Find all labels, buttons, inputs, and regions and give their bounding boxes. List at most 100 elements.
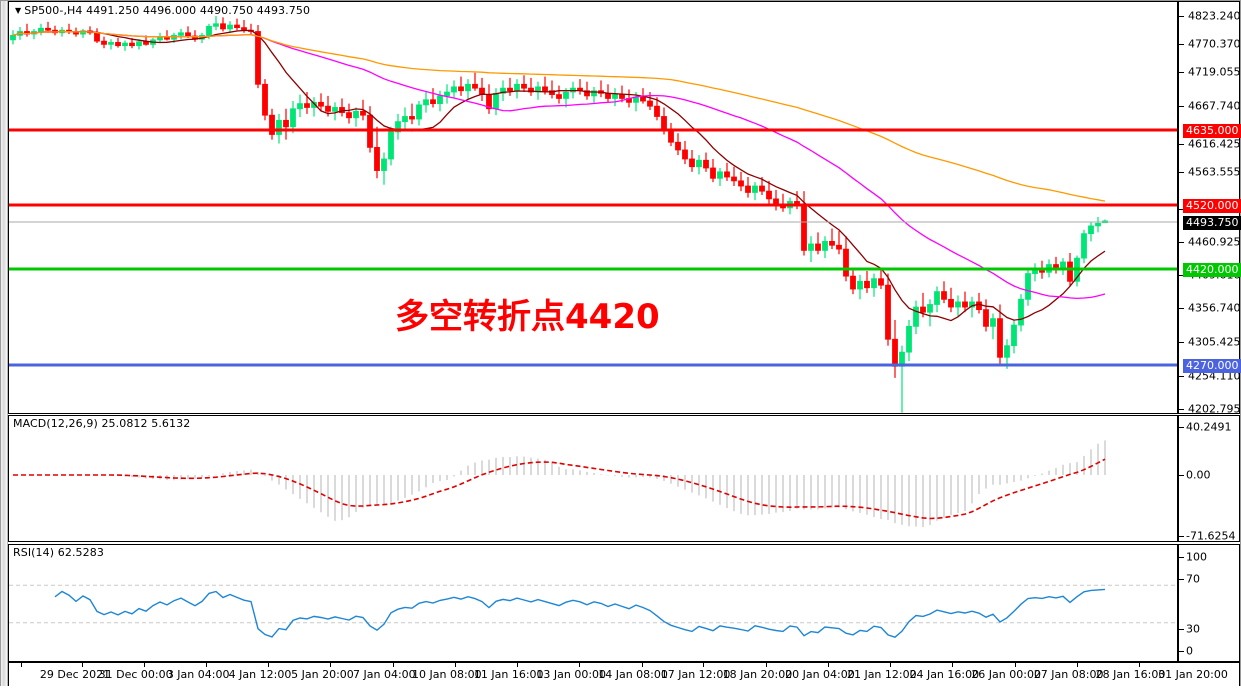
rsi-svg (9, 584, 1177, 638)
vertical-scrollbar[interactable] (1, 1, 8, 688)
price-tickmark (1179, 16, 1184, 17)
time-axis-label: 18 Jan 20:00 (722, 668, 793, 681)
macd-axis[interactable]: 40.2491 0.00 -71.6254 (1178, 415, 1240, 542)
price-tickmark (1179, 144, 1184, 145)
time-tick-separator (454, 663, 456, 667)
price-tick-label: 4667.740 (1188, 99, 1241, 113)
price-tickmark (1179, 106, 1184, 107)
price-level-chip[interactable]: 4270.000 (1183, 359, 1241, 373)
window-footer (0, 686, 1241, 689)
price-level-chip[interactable]: 4635.000 (1183, 124, 1241, 138)
rsi-tick-label: 0 (1186, 644, 1193, 658)
time-axis-label: 21 Jan 12:00 (846, 668, 917, 681)
rsi-tick-label: 100 (1186, 550, 1207, 564)
macd-tick-label: 0.00 (1186, 468, 1211, 482)
rsi-tick-label: 70 (1186, 572, 1200, 586)
macd-pane[interactable]: MACD(12,26,9) 25.0812 5.6132 (8, 415, 1178, 542)
time-tick-separator (392, 663, 394, 667)
time-axis-label: 14 Jan 08:00 (598, 668, 668, 681)
rsi-tickmark (1179, 629, 1184, 630)
macd-tickmark (1179, 536, 1184, 537)
time-axis-label: 4 Jan 12:00 (228, 668, 292, 681)
time-axis-label: 26 Jan 00:00 (971, 668, 1041, 681)
price-tick-label: 4254.110 (1188, 369, 1241, 383)
rsi-tickmark (1179, 579, 1184, 580)
time-tick-separator (268, 663, 270, 667)
time-tick-separator (81, 663, 83, 667)
macd-svg (13, 440, 1106, 527)
price-tick-label: 4616.425 (1188, 137, 1241, 151)
time-axis[interactable]: 29 Dec 2021 31 Dec 00:00 3 Jan 04:00 4 Jan … (8, 662, 1240, 688)
rsi-tickmark (1179, 557, 1184, 558)
chevron-down-icon[interactable]: ▼ (15, 6, 22, 15)
time-tick-separator (579, 663, 581, 667)
time-axis-label: 7 Jan 04:00 (353, 668, 416, 681)
time-axis-label: 31 Dec 00:00 (98, 668, 173, 681)
time-axis-label: 29 Dec 2021 (39, 668, 111, 681)
time-tick-separator (952, 663, 954, 667)
macd-tick-label: -71.6254 (1186, 529, 1236, 543)
chart-annotation: 多空转折点4420 (395, 297, 660, 337)
rsi-tick-label: 30 (1186, 622, 1200, 636)
time-tick-separator (206, 663, 207, 667)
time-axis-label: 31 Jan 20:00 (1158, 668, 1228, 681)
macd-tickmark (1179, 427, 1184, 428)
time-axis-label: 5 Jan 20:00 (291, 668, 354, 681)
time-tick-separator (703, 663, 705, 667)
price-tick-label: 4563.555 (1188, 165, 1241, 179)
price-tickmark (1179, 275, 1184, 276)
price-tick-label: 4460.925 (1188, 235, 1241, 249)
time-tick-separator (827, 663, 829, 667)
price-level-chip[interactable]: 4520.000 (1183, 199, 1241, 213)
time-axis-label: 11 Jan 16:00 (473, 668, 544, 681)
macd-tick-label: 40.2491 (1186, 420, 1232, 434)
macd-label: MACD(12,26,9) 25.0812 5.6132 (13, 417, 191, 430)
price-tickmark (1179, 376, 1184, 377)
price-tick-label: 4356.740 (1188, 301, 1241, 315)
price-tickmark (1179, 209, 1184, 210)
time-axis-label: 28 Jan 16:00 (1095, 668, 1166, 681)
rsi-label: RSI(14) 62.5283 (13, 546, 104, 559)
price-level-chip[interactable]: 4493.750 (1183, 216, 1241, 230)
price-tick-label: 4770.370 (1188, 37, 1241, 51)
price-tickmark (1179, 242, 1184, 243)
time-tick-separator (890, 663, 892, 667)
rsi-pane[interactable]: RSI(14) 62.5283 (8, 544, 1178, 662)
macd-tickmark (1179, 475, 1184, 476)
time-tick-separator (21, 663, 23, 667)
price-tick-label: 4719.055 (1188, 65, 1241, 79)
time-axis-label: 10 Jan 08:00 (412, 668, 482, 681)
macd-plot (9, 416, 1177, 541)
price-plot (9, 2, 1177, 413)
price-tick-label: 4305.425 (1188, 335, 1241, 349)
rsi-axis[interactable]: 100 70 30 0 (1178, 544, 1240, 662)
price-tick-label: 4823.240 (1188, 9, 1241, 23)
time-tick-separator (517, 663, 519, 667)
time-tick-separator (765, 663, 767, 667)
price-tickmark (1179, 44, 1184, 45)
price-tickmark (1179, 409, 1184, 410)
symbol-header: ▼ SP500-,H4 4491.250 4496.000 4490.750 44… (15, 4, 310, 18)
price-tickmark (1179, 72, 1184, 73)
price-pane[interactable]: ▼ SP500-,H4 4491.250 4496.000 4490.750 44… (8, 1, 1178, 414)
time-axis-label: 3 Jan 04:00 (166, 668, 230, 681)
rsi-tickmark (1179, 651, 1184, 652)
time-tick-separator (1139, 663, 1140, 667)
time-tick-separator (1076, 663, 1078, 667)
price-tick-label: 4202.795 (1188, 402, 1241, 416)
price-tickmark (1179, 308, 1184, 309)
price-level-chip[interactable]: 4420.000 (1183, 263, 1241, 277)
time-tick-separator (641, 663, 643, 667)
price-tickmark (1179, 342, 1184, 343)
price-candlestick-svg (9, 16, 1177, 413)
time-axis-label: 20 Jan 04:00 (785, 668, 855, 681)
symbol-header-text: SP500-,H4 4491.250 4496.000 4490.750 449… (24, 4, 311, 17)
time-tick-separator (330, 663, 332, 667)
time-axis-label: 27 Jan 08:00 (1033, 668, 1104, 681)
time-axis-label: 24 Jan 16:00 (909, 668, 980, 681)
price-axis[interactable]: 4823.240 4770.370 4719.055 4667.740 4616.425… (1178, 1, 1241, 416)
time-axis-label: 17 Jan 12:00 (660, 668, 731, 681)
time-tick-separator (144, 663, 146, 667)
time-axis-label: 13 Jan 00:00 (536, 668, 607, 681)
